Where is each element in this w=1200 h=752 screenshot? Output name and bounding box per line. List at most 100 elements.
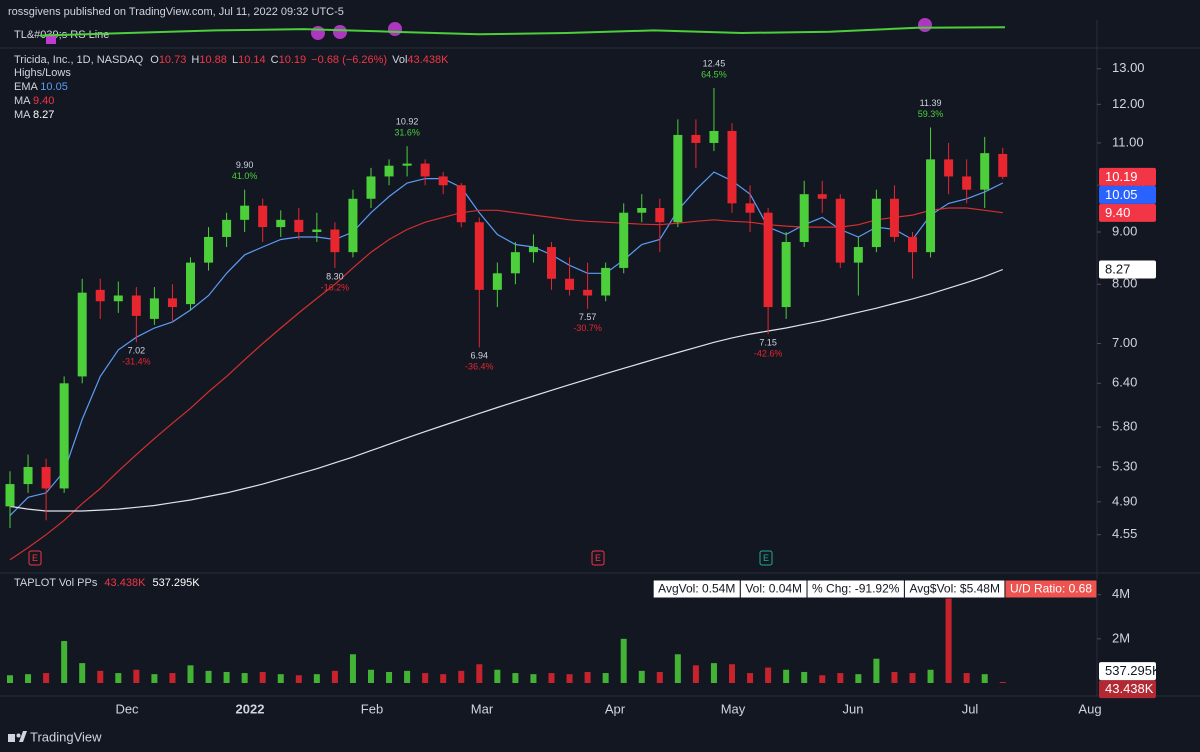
volume-bar	[187, 665, 194, 683]
rs-marker	[311, 26, 325, 40]
candle-body	[95, 289, 105, 302]
candle-body	[456, 185, 466, 223]
y-tick-label: 4.55	[1112, 526, 1137, 541]
price-badge	[1099, 680, 1156, 699]
candle-body	[528, 247, 538, 253]
price-badge	[1099, 203, 1156, 222]
annotation-change: -36.4%	[465, 362, 494, 372]
price-badge	[1099, 185, 1156, 204]
volume-bar	[801, 671, 808, 683]
candle-body	[131, 295, 141, 316]
volume-bar	[404, 670, 411, 683]
legend-value: 9.40	[33, 95, 54, 107]
volume-bar	[729, 664, 735, 683]
candle-body	[5, 484, 15, 507]
earnings-marker	[591, 550, 605, 566]
candle-body	[745, 203, 755, 213]
legend-key: Vol	[392, 54, 407, 66]
candle-body	[853, 247, 863, 263]
volume-bar	[710, 663, 717, 683]
volume-bar	[927, 669, 934, 683]
volume-bar	[313, 674, 320, 683]
volume-bar	[61, 641, 68, 683]
candle-body	[113, 295, 123, 302]
price-badge	[1099, 260, 1156, 279]
candle-body	[222, 219, 232, 237]
price-badge-label: 10.19	[1105, 169, 1138, 184]
volume-bar	[25, 674, 32, 683]
annotation-price: 11.39	[920, 98, 942, 108]
candle-body	[998, 153, 1008, 177]
candle-body	[402, 163, 412, 166]
candle-body	[962, 176, 972, 190]
volume-bar	[349, 654, 356, 683]
moving-average-line	[9, 268, 1004, 512]
rs-line	[39, 26, 1006, 37]
legend-name: EMA	[14, 81, 39, 93]
candle-body	[781, 241, 791, 308]
annotation-change: 59.3%	[918, 109, 944, 119]
legend-key: H	[191, 54, 199, 66]
volume-bar	[819, 675, 826, 683]
logo-part	[8, 734, 15, 742]
candle-body	[655, 207, 665, 223]
volume-bar	[7, 675, 13, 683]
x-tick-label: Jul	[962, 701, 979, 716]
volume-bar	[999, 682, 1006, 683]
volume-value: 43.438K	[104, 577, 146, 589]
legend-value: 43.438K	[407, 54, 449, 66]
footer-brand: TradingView	[30, 729, 102, 744]
stats-text: AvgVol: 0.54M	[658, 582, 735, 596]
x-tick-label: Jun	[843, 701, 864, 716]
y-tick-label: 7.00	[1112, 335, 1137, 350]
volume-bar	[837, 673, 844, 683]
stats-text: U/D Ratio: 0.68	[1010, 582, 1092, 596]
volume-bar	[512, 673, 519, 683]
candle-body	[817, 194, 827, 199]
price-badge-label: 10.05	[1105, 187, 1138, 202]
candle-body	[835, 198, 845, 263]
annotation-change: -42.6%	[754, 348, 783, 358]
candle-body	[619, 212, 629, 268]
candle-body	[673, 134, 683, 223]
rs-marker	[333, 25, 347, 39]
volume-bar	[115, 673, 122, 683]
annotation-change: -16.2%	[321, 282, 350, 292]
y-tick-label: 6.40	[1112, 375, 1137, 390]
legend-value: 10.88	[199, 54, 227, 66]
annotation-change: -30.7%	[573, 323, 602, 333]
volume-bar	[656, 671, 663, 683]
volume-bar	[331, 670, 338, 683]
annotation-price: 7.57	[579, 312, 597, 322]
volume-bar	[259, 671, 266, 683]
volume-bar	[674, 654, 681, 683]
candle-body	[276, 219, 286, 228]
volume-bar	[783, 669, 790, 683]
volume-bar	[205, 670, 212, 683]
y-tick-label: 2M	[1112, 630, 1130, 645]
candle-body	[258, 205, 268, 228]
candle-body	[980, 153, 990, 190]
volume-bar	[43, 673, 50, 683]
candle-body	[908, 236, 917, 253]
y-tick-label: 9.00	[1112, 223, 1137, 238]
earnings-label: E	[595, 553, 601, 563]
earnings-label: E	[763, 553, 769, 563]
candle-body	[583, 289, 593, 296]
annotation-price: 10.92	[396, 117, 419, 127]
legend-highs-lows: Highs/Lows	[14, 67, 71, 79]
earnings-label: E	[32, 553, 38, 563]
candle-body	[312, 229, 322, 232]
candle-body	[330, 229, 340, 253]
volume-bar	[909, 673, 916, 683]
legend-change: −0.68 (−6.26%)	[311, 54, 387, 66]
volume-bar	[494, 669, 501, 683]
stats-table: AvgVol: 0.54M Vol: 0.04M % Chg: -91.92% Avg…	[652, 579, 1098, 599]
candle-body	[294, 219, 304, 232]
annotation-change: 41.0%	[232, 171, 258, 181]
rs-marker	[388, 22, 402, 36]
y-tick-label: 12.00	[1112, 96, 1145, 111]
volume-bar	[476, 664, 483, 683]
earnings-marker	[759, 550, 773, 566]
y-tick-label: 8.00	[1112, 276, 1137, 291]
